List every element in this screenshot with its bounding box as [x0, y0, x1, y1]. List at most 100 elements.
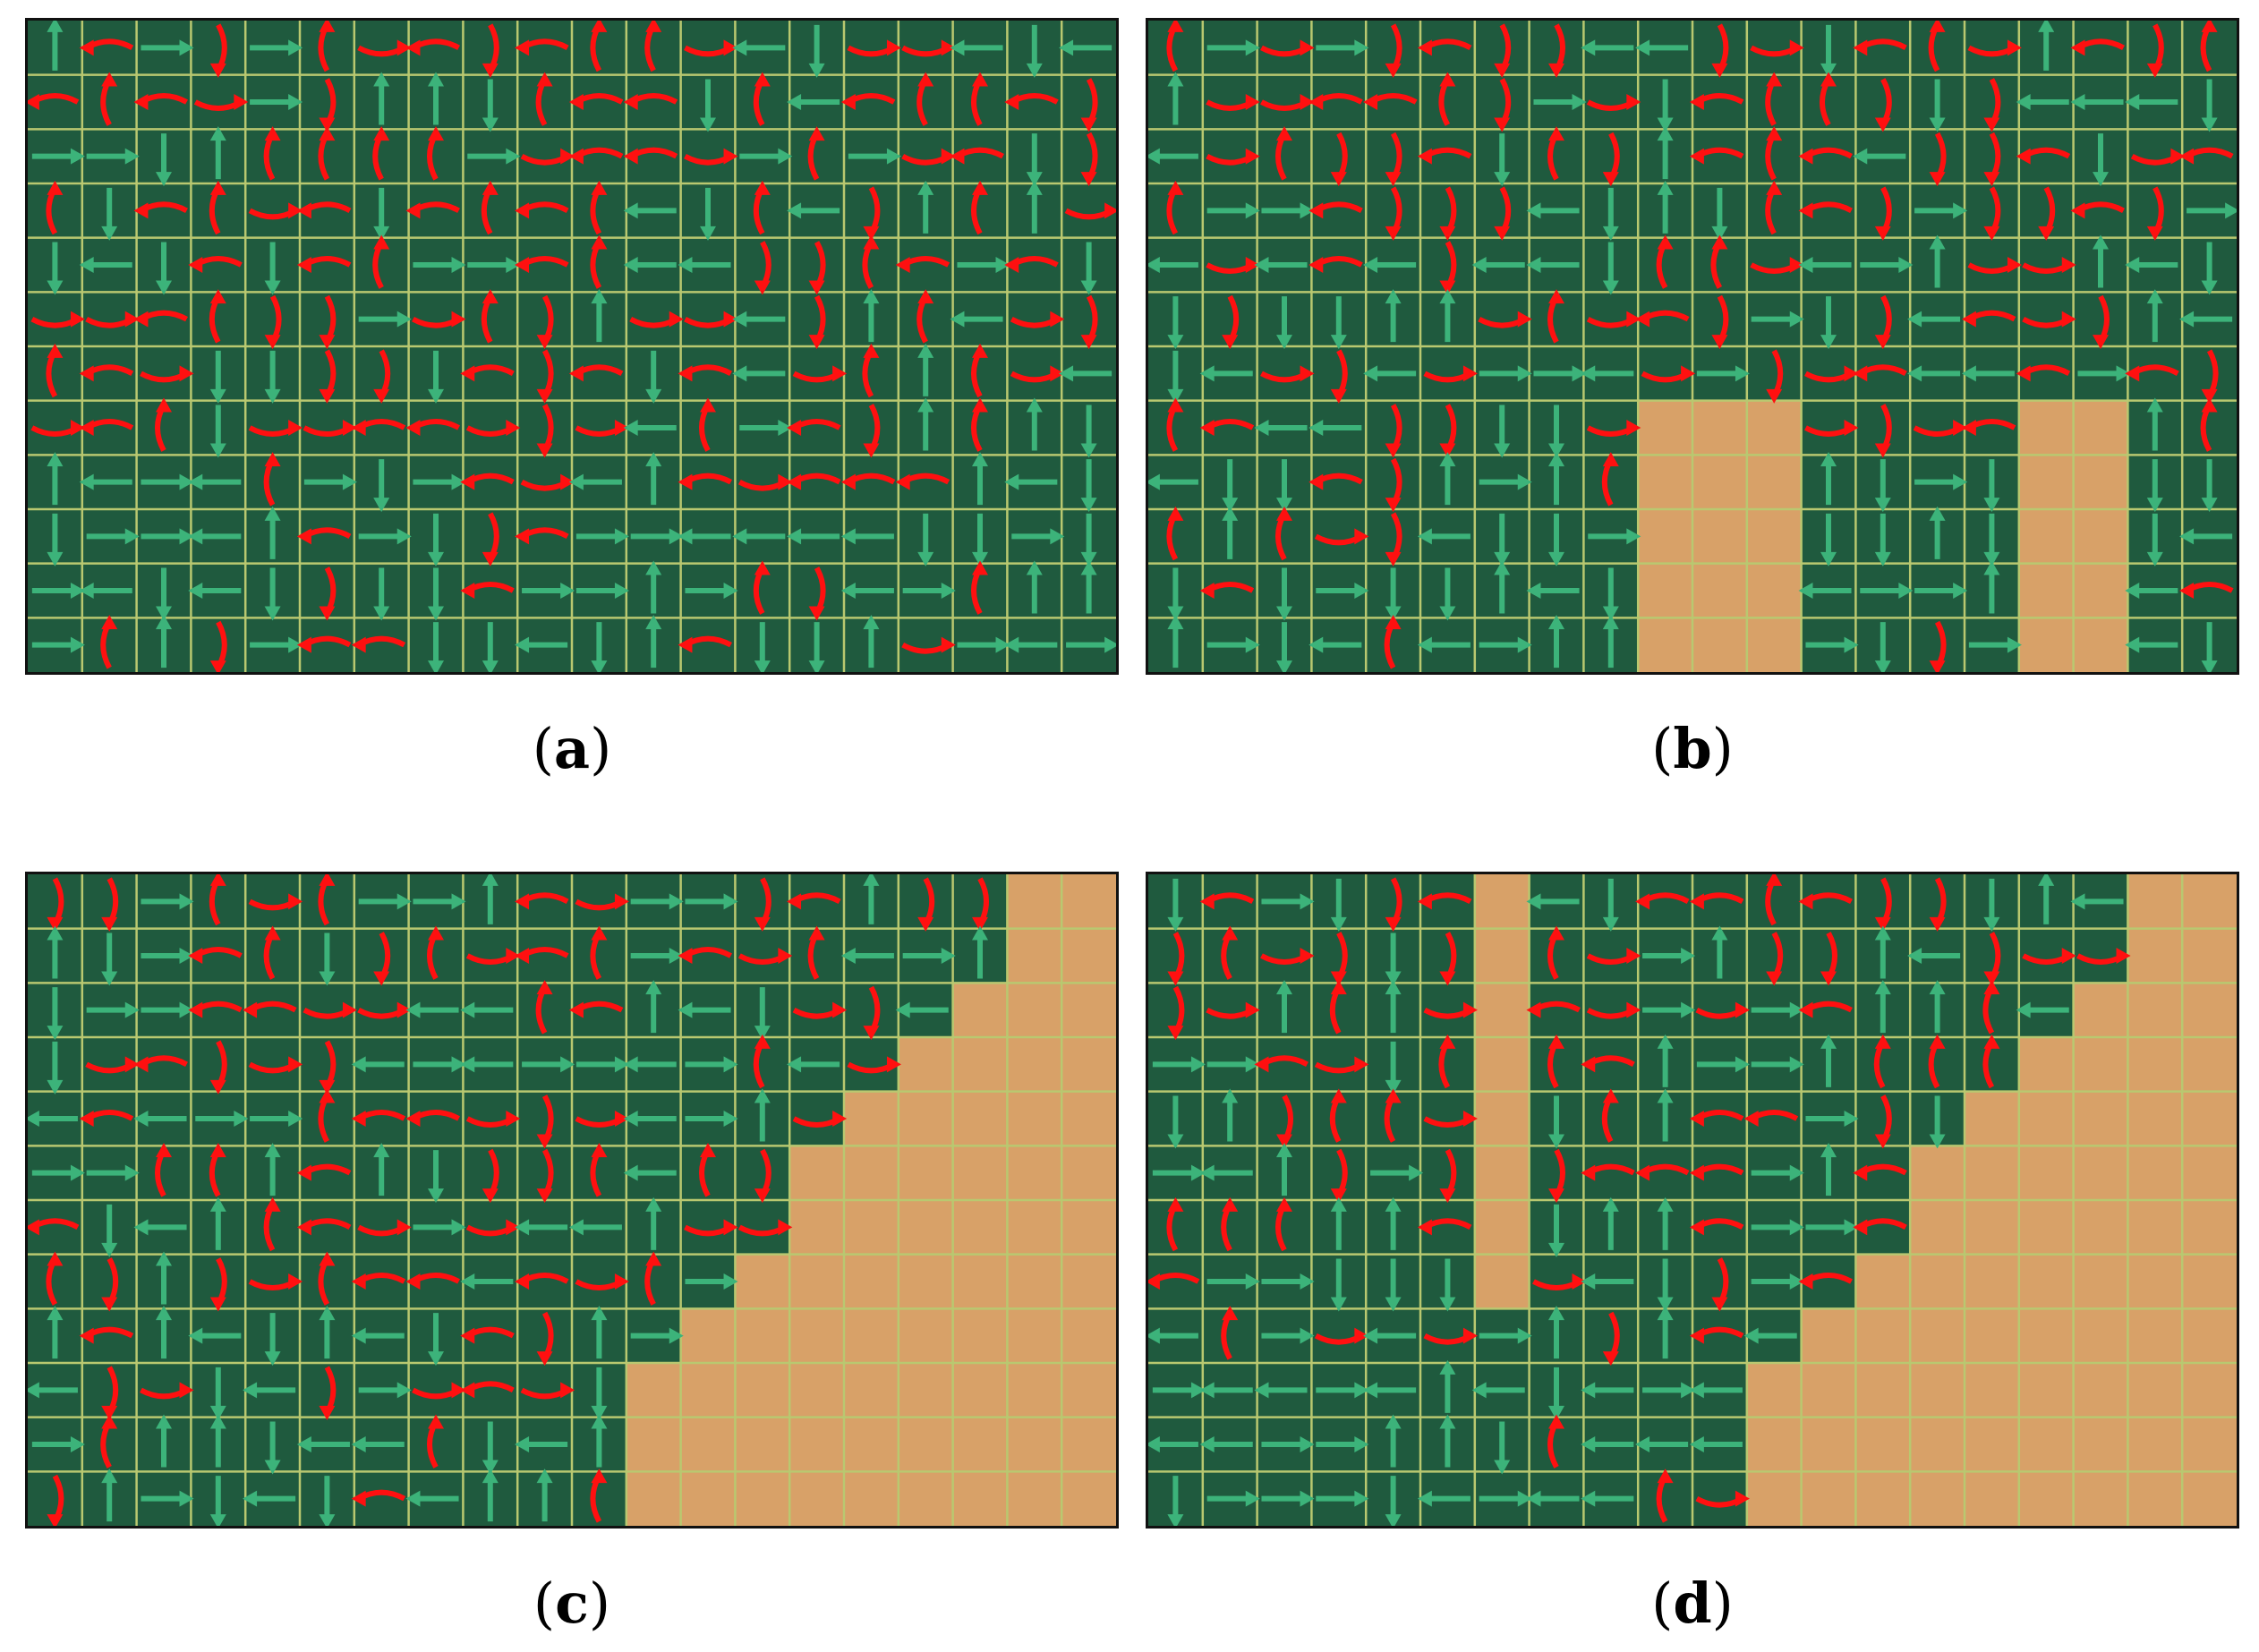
- red-curved-arrow-icon: [1314, 1327, 1369, 1345]
- green-arrow-icon: [623, 1056, 677, 1073]
- green-arrow-icon: [2038, 21, 2055, 71]
- green-arrow-icon: [1167, 1476, 1184, 1526]
- red-curved-arrow-icon: [263, 126, 281, 181]
- green-arrow-icon: [787, 528, 840, 545]
- red-curved-arrow-icon: [575, 1111, 629, 1128]
- red-curved-arrow-icon: [1385, 23, 1402, 78]
- red-curved-arrow-icon: [1853, 1163, 1907, 1181]
- red-curved-arrow-icon: [1384, 615, 1402, 669]
- green-arrow-icon: [405, 1490, 459, 1507]
- red-curved-arrow-icon: [1167, 932, 1185, 986]
- red-curved-arrow-icon: [1601, 1088, 1619, 1143]
- green-arrow-icon: [1385, 932, 1402, 986]
- green-arrow-icon: [141, 473, 194, 490]
- red-curved-arrow-icon: [808, 566, 826, 621]
- bare-cell: [1855, 1471, 1911, 1526]
- green-arrow-icon: [1385, 289, 1402, 343]
- red-curved-arrow-icon: [972, 877, 989, 932]
- green-arrow-icon: [1657, 1088, 1674, 1142]
- red-curved-arrow-icon: [1384, 1088, 1402, 1143]
- red-curved-arrow-icon: [28, 1218, 80, 1236]
- green-arrow-icon: [1657, 79, 1674, 132]
- red-curved-arrow-icon: [678, 635, 732, 653]
- red-curved-arrow-icon: [303, 1001, 357, 1019]
- red-curved-arrow-icon: [319, 349, 337, 404]
- cells: [1474, 874, 2237, 1526]
- green-arrow-icon: [1026, 397, 1043, 451]
- green-arrow-icon: [1417, 1490, 1470, 1507]
- green-arrow-icon: [917, 343, 934, 396]
- red-curved-arrow-icon: [1689, 1110, 1744, 1127]
- green-arrow-icon: [1276, 622, 1292, 672]
- green-arrow-icon: [1261, 1436, 1315, 1452]
- red-curved-arrow-icon: [1010, 365, 1065, 383]
- green-arrow-icon: [645, 980, 662, 1034]
- bare-cell: [789, 1254, 845, 1309]
- green-arrow-icon: [957, 257, 1010, 273]
- green-arrow-icon: [808, 622, 825, 672]
- red-curved-arrow-icon: [296, 635, 352, 653]
- bare-cell: [2073, 1254, 2128, 1309]
- green-arrow-icon: [2187, 202, 2237, 219]
- green-arrow-icon: [808, 24, 825, 78]
- bare-cell: [735, 1308, 790, 1364]
- caption-c: (c): [533, 1571, 611, 1636]
- red-curved-arrow-icon: [1417, 892, 1472, 910]
- bare-cell: [952, 1037, 1008, 1093]
- green-arrow-icon: [1439, 1258, 1456, 1312]
- bare-cell: [2127, 1363, 2183, 1418]
- green-arrow-icon: [1907, 365, 1961, 382]
- green-arrow-icon: [1276, 567, 1292, 621]
- green-arrow-icon: [754, 622, 771, 672]
- red-curved-arrow-icon: [1804, 420, 1859, 437]
- red-curved-arrow-icon: [1689, 147, 1744, 165]
- green-arrow-icon: [1642, 1382, 1696, 1399]
- red-curved-arrow-icon: [2070, 38, 2125, 56]
- bare-cell: [844, 1471, 899, 1526]
- green-arrow-icon: [1711, 925, 1728, 979]
- red-curved-arrow-icon: [1874, 294, 1892, 350]
- red-curved-arrow-icon: [1276, 1094, 1293, 1149]
- red-curved-arrow-icon: [787, 419, 841, 436]
- red-curved-arrow-icon: [303, 420, 357, 437]
- bare-cell: [1061, 1363, 1116, 1418]
- green-arrow-icon: [536, 1469, 553, 1522]
- bare-cell: [1801, 1471, 1856, 1526]
- bare-cell: [2018, 617, 2075, 672]
- green-arrow-icon: [1167, 350, 1184, 404]
- green-arrow-icon: [250, 94, 303, 110]
- red-curved-arrow-icon: [590, 925, 608, 980]
- bare-cell: [626, 1471, 682, 1526]
- red-curved-arrow-icon: [1967, 257, 2022, 274]
- bare-cell: [2182, 1037, 2237, 1093]
- red-curved-arrow-icon: [590, 234, 608, 289]
- red-curved-arrow-icon: [684, 311, 738, 328]
- red-curved-arrow-icon: [737, 473, 793, 491]
- green-arrow-icon: [1261, 1327, 1315, 1344]
- green-arrow-icon: [1602, 187, 1619, 241]
- green-arrow-icon: [1148, 473, 1198, 490]
- green-arrow-icon: [133, 1219, 187, 1236]
- bare-cell: [2127, 1417, 2183, 1472]
- bare-cell: [2018, 1308, 2075, 1364]
- green-arrow-icon: [264, 350, 281, 404]
- bare-cell: [2182, 1091, 2237, 1146]
- red-curved-arrow-icon: [1221, 1306, 1239, 1360]
- green-arrow-icon: [1385, 980, 1402, 1034]
- bare-cell: [1061, 874, 1116, 930]
- green-arrow-icon: [1581, 1382, 1634, 1399]
- green-arrow-icon: [1533, 365, 1587, 382]
- red-curved-arrow-icon: [1329, 1088, 1347, 1143]
- red-curved-arrow-icon: [1710, 234, 1728, 289]
- red-curved-arrow-icon: [684, 148, 738, 166]
- green-arrow-icon: [1167, 567, 1184, 621]
- red-curved-arrow-icon: [536, 1311, 554, 1367]
- green-arrow-icon: [141, 1001, 194, 1018]
- caption-b: (b): [1651, 716, 1734, 781]
- green-arrow-icon: [1907, 311, 1961, 328]
- green-arrow-icon: [319, 1476, 336, 1526]
- path-arrows: [28, 21, 1116, 672]
- red-curved-arrow-icon: [1417, 1218, 1472, 1236]
- red-curved-arrow-icon: [372, 234, 390, 289]
- red-curved-arrow-icon: [1711, 294, 1729, 350]
